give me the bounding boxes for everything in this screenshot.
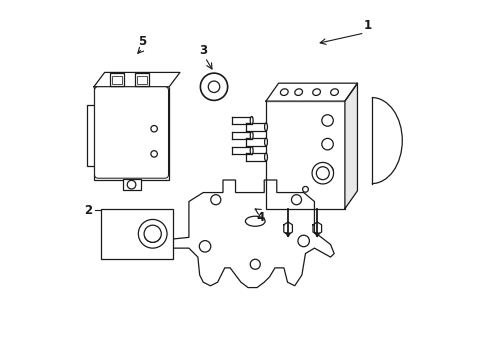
- Ellipse shape: [280, 89, 287, 95]
- Circle shape: [208, 81, 219, 93]
- Ellipse shape: [264, 138, 267, 146]
- Text: 4: 4: [256, 211, 264, 224]
- Ellipse shape: [330, 89, 338, 95]
- FancyBboxPatch shape: [94, 87, 168, 178]
- Bar: [112, 76, 122, 84]
- Ellipse shape: [250, 132, 253, 139]
- Circle shape: [200, 73, 227, 100]
- Ellipse shape: [250, 117, 253, 125]
- Ellipse shape: [264, 123, 267, 131]
- Ellipse shape: [294, 89, 302, 95]
- Circle shape: [127, 180, 136, 189]
- Ellipse shape: [245, 216, 264, 226]
- Circle shape: [297, 235, 309, 247]
- Circle shape: [138, 220, 167, 248]
- Bar: [87, 105, 95, 166]
- Bar: [137, 76, 146, 84]
- Circle shape: [321, 165, 333, 177]
- Polygon shape: [94, 72, 180, 87]
- Text: 3: 3: [199, 44, 207, 57]
- Bar: [134, 73, 149, 86]
- Circle shape: [151, 151, 157, 157]
- Bar: [101, 209, 172, 259]
- Bar: [110, 73, 124, 86]
- Circle shape: [144, 225, 161, 242]
- Ellipse shape: [312, 89, 320, 95]
- Circle shape: [316, 167, 328, 180]
- Circle shape: [311, 162, 333, 184]
- Circle shape: [302, 186, 308, 192]
- Circle shape: [151, 126, 157, 132]
- Text: 1: 1: [364, 19, 371, 32]
- Polygon shape: [344, 83, 357, 209]
- Text: 2: 2: [84, 204, 92, 217]
- Circle shape: [199, 240, 210, 252]
- Circle shape: [210, 195, 221, 205]
- Ellipse shape: [250, 147, 253, 154]
- Bar: [94, 87, 169, 180]
- Polygon shape: [265, 83, 357, 101]
- Circle shape: [250, 259, 260, 269]
- Text: 5: 5: [138, 35, 146, 49]
- Ellipse shape: [264, 153, 267, 161]
- Circle shape: [291, 195, 301, 205]
- Bar: [265, 101, 344, 209]
- Circle shape: [321, 138, 333, 150]
- Bar: [122, 179, 140, 190]
- Circle shape: [321, 115, 333, 126]
